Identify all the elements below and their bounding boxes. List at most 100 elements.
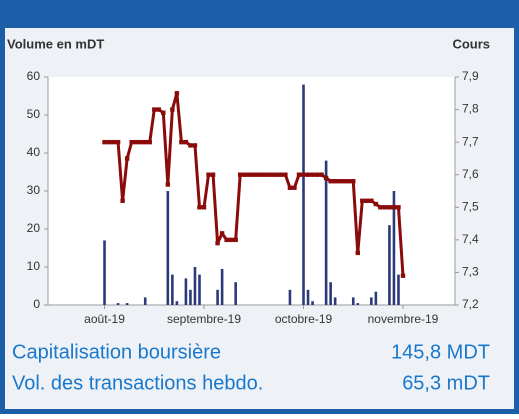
y2-tick-label: 7,6 (462, 167, 479, 181)
y-tick-label: 60 (27, 69, 41, 83)
price-marker (319, 172, 324, 177)
price-marker (378, 205, 383, 210)
price-marker (342, 179, 347, 184)
stat-value: 145,8 MDT (391, 341, 490, 363)
price-marker (115, 139, 121, 145)
bar (216, 289, 219, 305)
price-marker (337, 179, 342, 184)
plot-area (48, 77, 455, 305)
price-marker (129, 139, 134, 145)
price-marker (206, 172, 211, 177)
price-marker (387, 205, 392, 210)
price-marker (265, 172, 270, 177)
price-marker (197, 205, 202, 210)
y-tick-label: 40 (27, 145, 41, 159)
price-marker (296, 172, 302, 177)
price-marker (138, 139, 143, 145)
bar (116, 303, 120, 305)
bar (324, 160, 328, 305)
bar (329, 282, 332, 305)
price-marker (111, 139, 116, 145)
y2-tick-label: 7,5 (462, 199, 479, 213)
price-marker (165, 182, 171, 187)
price-marker (237, 172, 243, 177)
price-marker (396, 205, 401, 210)
price-marker (260, 172, 266, 177)
price-marker (283, 172, 288, 177)
bar (351, 297, 355, 305)
y2-tick-label: 7,9 (462, 69, 479, 83)
price-marker (210, 172, 216, 177)
price-marker (233, 237, 238, 243)
y-axis-label: Volume en mDT (7, 36, 104, 51)
y-tick-label: 10 (27, 259, 41, 273)
price-marker (224, 237, 229, 243)
price-marker (351, 179, 356, 184)
stat-label: Capitalisation boursière (12, 341, 221, 363)
bar (234, 282, 237, 305)
stat-label: Vol. des transactions hebdo. (12, 372, 263, 394)
y2-tick-label: 7,3 (462, 265, 479, 279)
bar (143, 297, 147, 305)
price-marker (106, 139, 112, 145)
price-marker (287, 185, 293, 190)
price-marker (373, 201, 379, 207)
price-marker (256, 172, 261, 177)
price-marker (215, 240, 220, 246)
price-marker (120, 198, 125, 203)
stat-value: 65,3 mDT (402, 372, 490, 394)
price-marker (400, 273, 406, 278)
price-marker (219, 231, 225, 236)
price-marker (391, 205, 397, 210)
price-marker (228, 237, 234, 243)
bar (103, 240, 106, 305)
x-tick-label: novembre-19 (368, 312, 439, 326)
bar (184, 278, 188, 305)
y2-tick-label: 7,7 (462, 134, 479, 148)
x-tick-label: août-19 (84, 312, 125, 326)
bar (288, 289, 292, 305)
x-tick-label: septembre-19 (167, 312, 241, 326)
price-marker (183, 139, 189, 145)
bar (171, 274, 174, 305)
price-marker (328, 179, 333, 184)
y-tick-label: 0 (33, 297, 40, 311)
price-marker (147, 139, 152, 145)
bar (370, 297, 373, 305)
price-marker (179, 139, 184, 145)
y2-axis-label: Cours (452, 36, 490, 51)
bar (166, 191, 170, 305)
price-marker (360, 198, 365, 203)
price-marker (323, 175, 329, 181)
price-marker (310, 172, 315, 177)
price-marker (188, 143, 193, 148)
price-marker (301, 172, 306, 177)
price-marker (174, 91, 180, 96)
price-marker (269, 172, 275, 177)
price-marker (152, 107, 157, 112)
price-marker (133, 139, 139, 145)
price-marker (346, 179, 351, 184)
price-marker (274, 172, 279, 177)
bar (333, 297, 337, 305)
price-marker (143, 139, 148, 145)
price-marker (292, 185, 297, 190)
price-marker (305, 172, 311, 177)
price-marker (278, 172, 284, 177)
price-marker (332, 179, 338, 184)
price-marker (102, 139, 107, 145)
bar (125, 303, 129, 305)
price-marker (314, 172, 320, 177)
bar (220, 268, 224, 305)
bar (374, 291, 378, 305)
price-marker (242, 172, 247, 177)
price-marker (170, 107, 175, 112)
price-marker (364, 198, 370, 203)
bar (392, 191, 396, 305)
bar (388, 225, 391, 305)
price-marker (192, 143, 198, 148)
x-tick-label: octobre-19 (275, 312, 333, 326)
y-tick-label: 30 (27, 183, 41, 197)
bar (193, 267, 197, 305)
